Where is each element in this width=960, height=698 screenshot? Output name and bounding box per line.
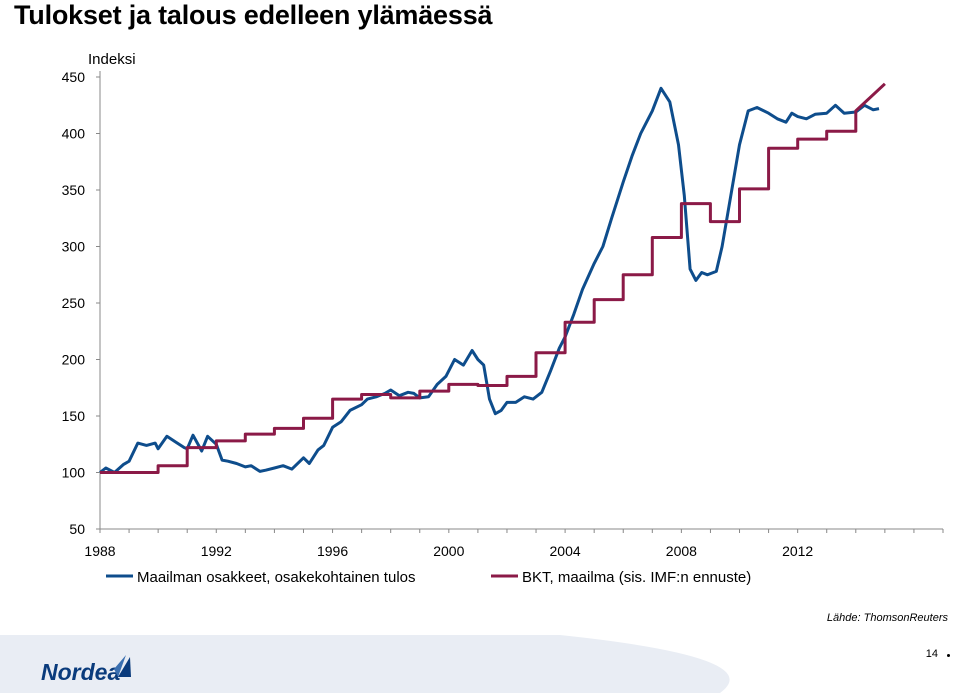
nordea-logo: Nordea bbox=[41, 655, 131, 685]
y-tick-label: 200 bbox=[62, 352, 86, 368]
x-tick-label: 1992 bbox=[201, 543, 232, 559]
y-tick-label: 50 bbox=[69, 521, 85, 537]
chart-axes: 50 100 150 200 250 300 350 400 450 1988 1992 1996 20… bbox=[62, 69, 944, 559]
sail-icon bbox=[114, 655, 131, 677]
series-layer bbox=[99, 82, 886, 474]
line-chart: 50 100 150 200 250 300 350 400 450 1988 1992 1996 20… bbox=[62, 69, 944, 586]
page-number: 14 bbox=[925, 648, 938, 660]
legend-label-gdp: BKT, maailma (sis. IMF:n ennuste) bbox=[522, 569, 751, 586]
x-tick-label: 2000 bbox=[433, 543, 464, 559]
source-note: Lähde: ThomsonReuters bbox=[826, 612, 948, 624]
y-axis-label: Indeksi bbox=[88, 51, 136, 68]
y-tick-label: 100 bbox=[62, 465, 86, 481]
series-line-gdp bbox=[100, 82, 886, 474]
x-tick-label: 2008 bbox=[666, 543, 697, 559]
y-tick-label: 250 bbox=[62, 295, 86, 311]
chart-legend: Maailman osakkeet, osakekohtainen tulos … bbox=[106, 569, 751, 586]
y-tick-label: 350 bbox=[62, 182, 86, 198]
legend-label-stocks: Maailman osakkeet, osakekohtainen tulos bbox=[137, 569, 416, 586]
x-tick-label: 2004 bbox=[550, 543, 581, 559]
y-tick-label: 400 bbox=[62, 126, 86, 142]
series-line-stocks bbox=[99, 86, 880, 474]
page-bullet bbox=[947, 654, 950, 657]
x-tick-label: 1988 bbox=[84, 543, 115, 559]
footer-bar: Nordea bbox=[0, 635, 960, 693]
y-tick-label: 150 bbox=[62, 408, 86, 424]
y-tick-label: 300 bbox=[62, 239, 86, 255]
footer-graphic: Nordea bbox=[0, 635, 960, 693]
slide-title: Tulokset ja talous edelleen ylämäessä bbox=[14, 0, 493, 30]
nordea-logo-text: Nordea bbox=[41, 659, 120, 685]
x-tick-label: 1996 bbox=[317, 543, 348, 559]
y-tick-label: 450 bbox=[62, 69, 86, 85]
x-tick-label: 2012 bbox=[782, 543, 813, 559]
